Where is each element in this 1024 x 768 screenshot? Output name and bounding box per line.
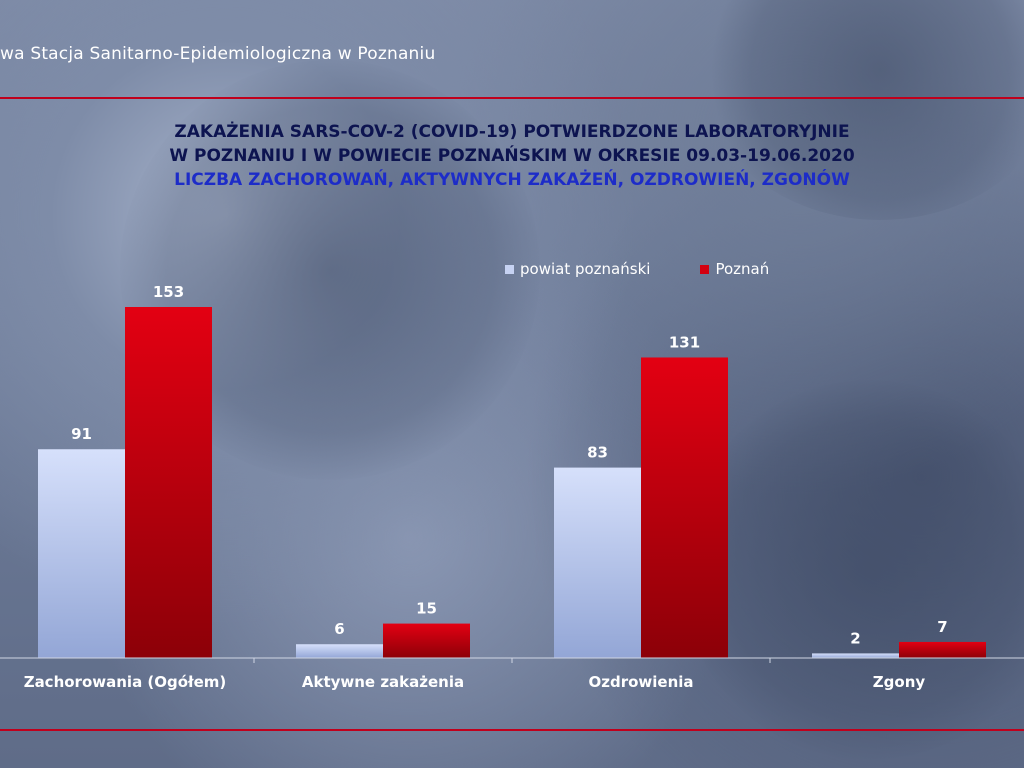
legend-label-powiat: powiat poznański xyxy=(520,260,651,278)
x-tick-label: Aktywne zakażenia xyxy=(302,673,464,691)
data-label-powiat: 83 xyxy=(587,444,608,462)
chart-title-line-2: W POZNANIU I W POWIECIE POZNAŃSKIM W OKR… xyxy=(169,146,855,166)
data-label-poznan: 7 xyxy=(937,618,947,636)
legend-item-powiat: powiat poznański xyxy=(505,260,650,278)
legend-item-poznan: Poznań xyxy=(700,260,769,278)
bar-powiat xyxy=(554,467,641,658)
bar-powiat xyxy=(812,653,899,658)
legend-swatch-poznan xyxy=(700,264,710,274)
chart-title: ZAKAŻENIA SARS-COV-2 (COVID-19) POTWIERD… xyxy=(0,120,1024,192)
data-label-poznan: 15 xyxy=(416,600,437,618)
x-tick-label: Zachorowania (Ogółem) xyxy=(24,673,227,691)
bottom-divider xyxy=(0,729,1024,731)
bar-poznan xyxy=(125,307,212,658)
data-label-poznan: 153 xyxy=(153,283,184,301)
virus-background-shape xyxy=(680,380,1024,760)
bar-poznan xyxy=(641,357,728,658)
data-label-powiat: 6 xyxy=(334,620,344,638)
bar-powiat xyxy=(38,449,125,658)
chart-title-line-3: LICZBA ZACHOROWAŃ, AKTYWNYCH ZAKAŻEŃ, OZ… xyxy=(174,170,850,190)
bar-powiat xyxy=(296,644,383,658)
chart-legend: powiat poznański Poznań xyxy=(505,260,815,278)
data-label-powiat: 2 xyxy=(850,629,860,647)
x-tick-label: Zgony xyxy=(873,673,926,691)
bar-poznan xyxy=(383,623,470,658)
data-label-powiat: 91 xyxy=(71,425,92,443)
header-title: wa Stacja Sanitarno-Epidemiologiczna w P… xyxy=(0,44,436,64)
chart-title-line-1: ZAKAŻENIA SARS-COV-2 (COVID-19) POTWIERD… xyxy=(174,122,850,142)
bar-poznan xyxy=(899,641,986,658)
legend-swatch-powiat xyxy=(505,264,514,274)
legend-label-poznan: Poznań xyxy=(715,260,770,278)
x-tick-label: Ozdrowienia xyxy=(588,673,693,691)
data-label-poznan: 131 xyxy=(669,333,700,351)
top-divider xyxy=(0,97,1024,99)
